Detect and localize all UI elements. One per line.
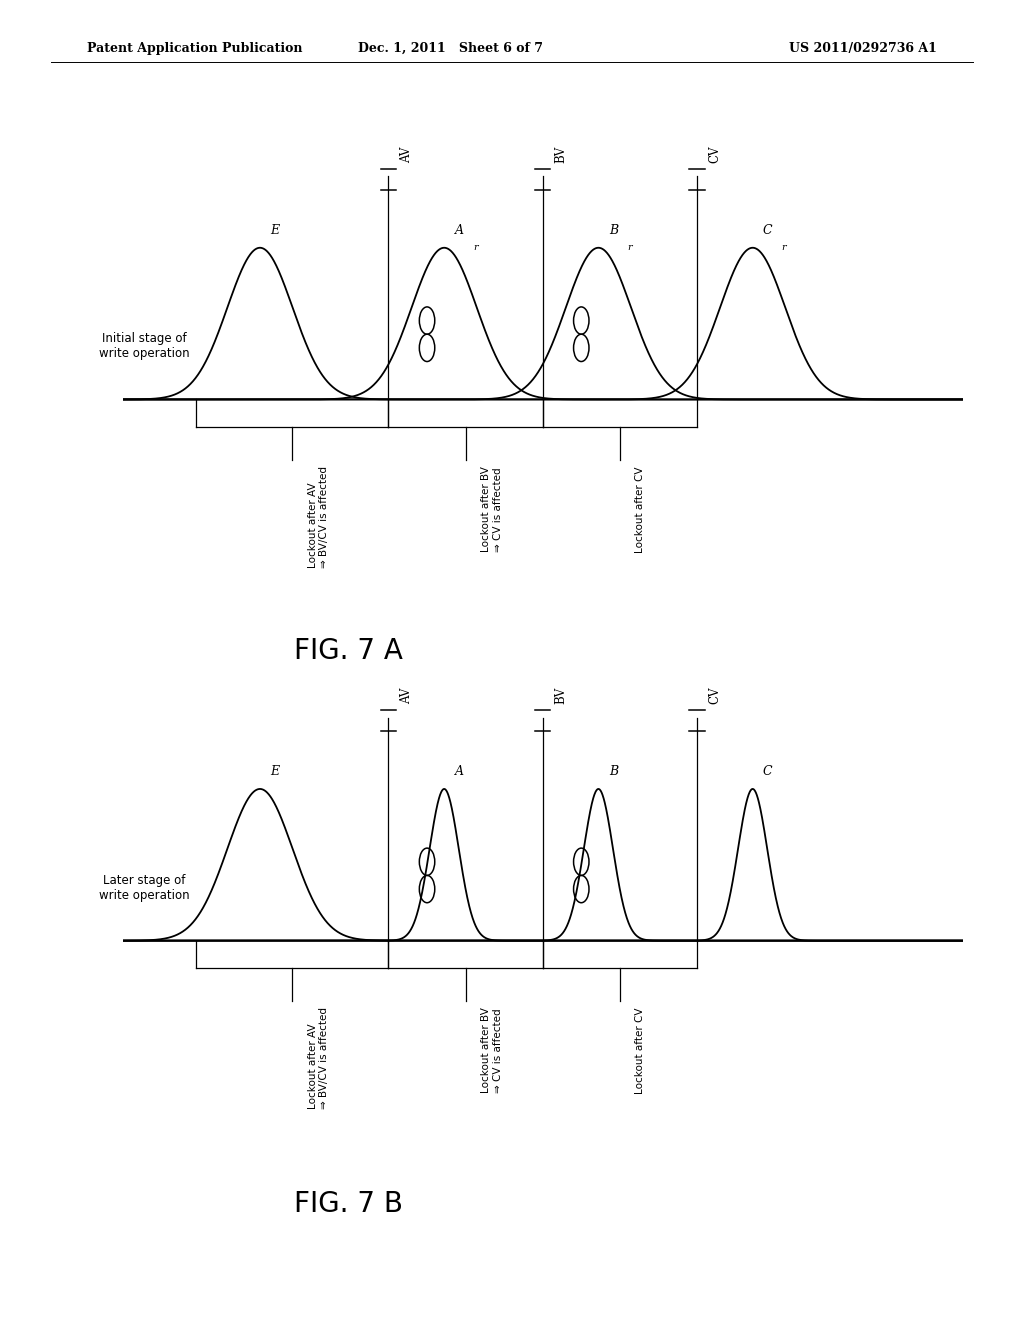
Text: Dec. 1, 2011   Sheet 6 of 7: Dec. 1, 2011 Sheet 6 of 7: [358, 42, 543, 55]
Text: E: E: [270, 224, 280, 238]
Text: B: B: [608, 766, 617, 779]
Text: r: r: [628, 243, 632, 252]
Text: FIG. 7 B: FIG. 7 B: [294, 1189, 402, 1218]
Text: CV: CV: [708, 686, 721, 704]
Text: Lockout after AV
⇒ BV/CV is affected: Lockout after AV ⇒ BV/CV is affected: [307, 466, 329, 568]
Text: Later stage of
write operation: Later stage of write operation: [99, 874, 189, 902]
Text: Lockout after CV: Lockout after CV: [635, 466, 645, 553]
Text: CV: CV: [708, 145, 721, 162]
Text: Lockout after AV
⇒ BV/CV is affected: Lockout after AV ⇒ BV/CV is affected: [307, 1007, 329, 1109]
Text: E: E: [270, 766, 280, 779]
Text: FIG. 7 A: FIG. 7 A: [294, 636, 402, 665]
Text: A: A: [455, 766, 464, 779]
Text: C: C: [763, 224, 772, 238]
Text: Patent Application Publication: Patent Application Publication: [87, 42, 302, 55]
Text: r: r: [473, 243, 478, 252]
Text: Lockout after BV
⇒ CV is affected: Lockout after BV ⇒ CV is affected: [481, 466, 503, 552]
Text: A: A: [455, 224, 464, 238]
Text: AV: AV: [399, 688, 413, 704]
Text: r: r: [781, 243, 786, 252]
Text: US 2011/0292736 A1: US 2011/0292736 A1: [790, 42, 937, 55]
Text: AV: AV: [399, 147, 413, 162]
Text: C: C: [763, 766, 772, 779]
Text: BV: BV: [554, 686, 567, 704]
Text: Initial stage of
write operation: Initial stage of write operation: [99, 333, 189, 360]
Text: Lockout after BV
⇒ CV is affected: Lockout after BV ⇒ CV is affected: [481, 1007, 503, 1093]
Text: BV: BV: [554, 145, 567, 162]
Text: B: B: [608, 224, 617, 238]
Text: Lockout after CV: Lockout after CV: [635, 1007, 645, 1094]
